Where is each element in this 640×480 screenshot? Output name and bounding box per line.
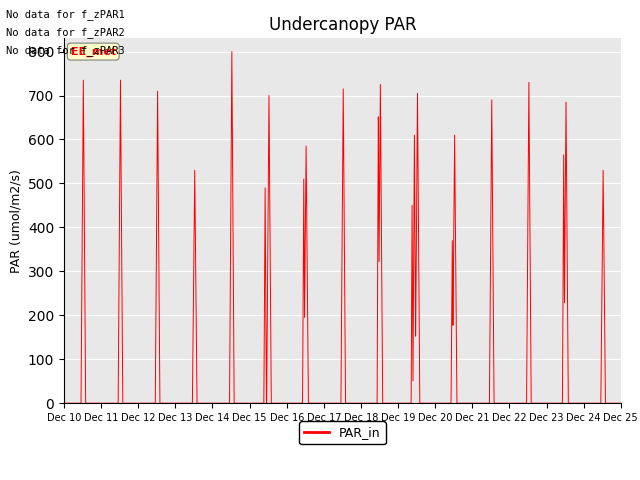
Text: No data for f_zPAR3: No data for f_zPAR3 bbox=[6, 45, 125, 56]
Legend: PAR_in: PAR_in bbox=[299, 421, 386, 444]
Text: EE_met: EE_met bbox=[70, 47, 116, 57]
Y-axis label: PAR (umol/m2/s): PAR (umol/m2/s) bbox=[10, 169, 22, 273]
Text: No data for f_zPAR2: No data for f_zPAR2 bbox=[6, 27, 125, 38]
Text: No data for f_zPAR1: No data for f_zPAR1 bbox=[6, 9, 125, 20]
Title: Undercanopy PAR: Undercanopy PAR bbox=[269, 16, 416, 34]
